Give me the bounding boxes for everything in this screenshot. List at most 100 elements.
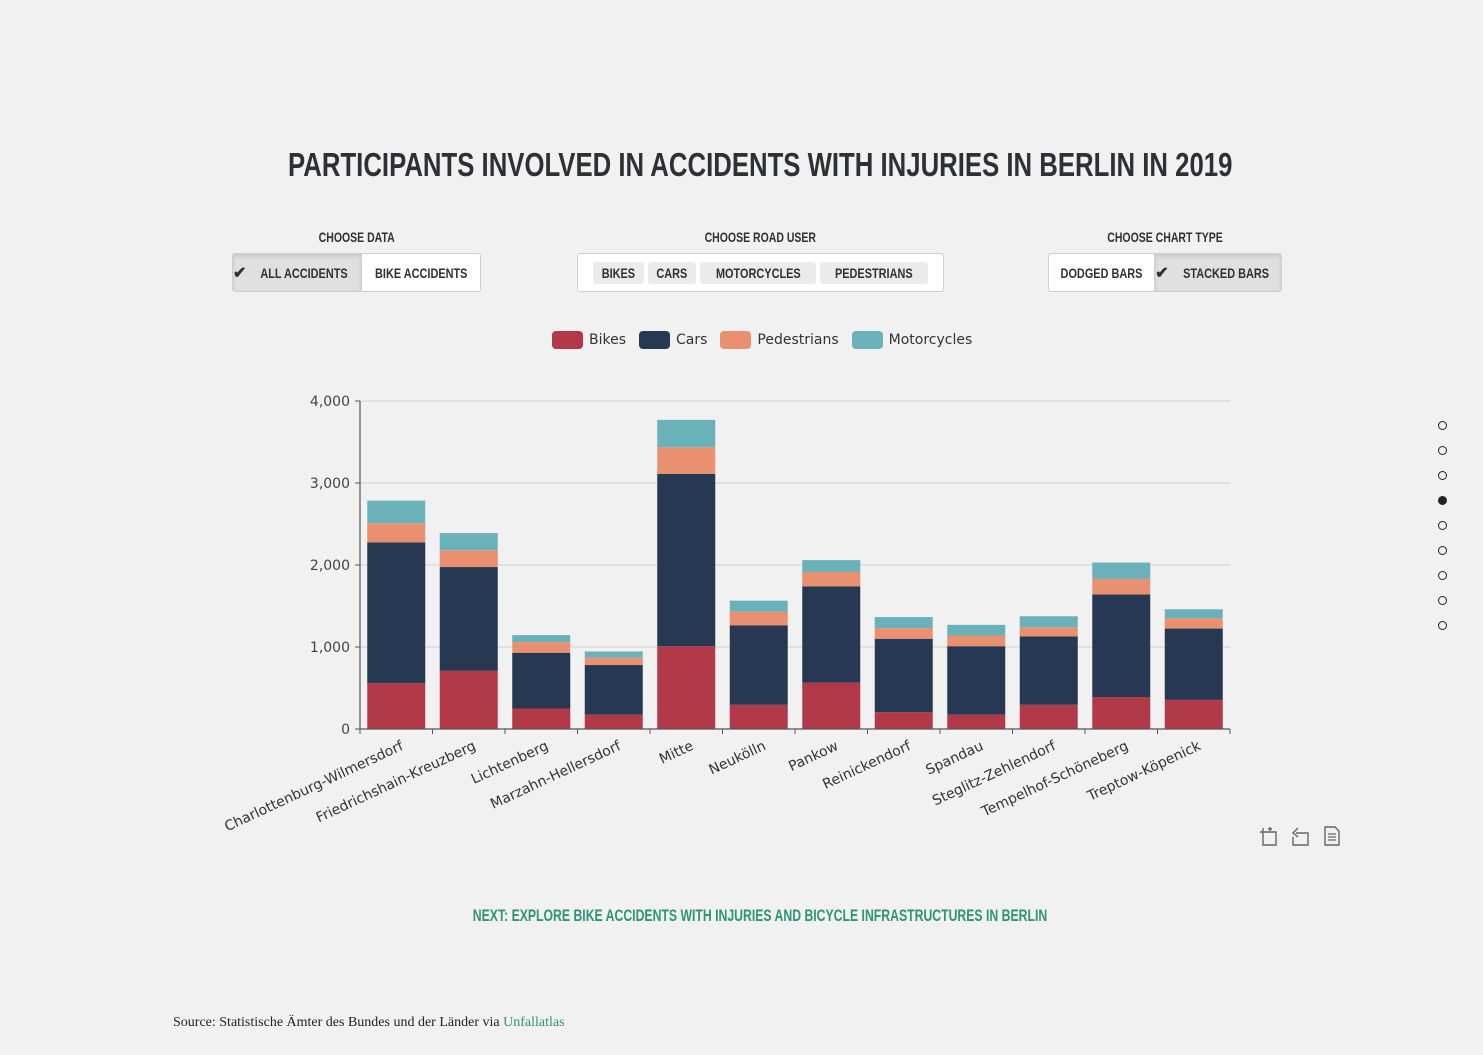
x-tick-label: Neukölln [707, 738, 769, 778]
y-tick-label: 4,000 [310, 394, 350, 410]
bar-cars [1164, 628, 1223, 700]
chart-legend: Bikes Cars Pedestrians Motorcycles [552, 331, 985, 349]
bar-pedestrians [802, 571, 861, 587]
x-tick-label: Mitte [657, 738, 696, 768]
bar-motorcycles [1092, 562, 1151, 579]
bar-motorcycles [512, 635, 571, 643]
restore-icon[interactable] [1290, 825, 1310, 847]
section-dot-3[interactable] [1438, 471, 1447, 480]
data-view-icon[interactable] [1322, 825, 1342, 847]
section-dot-2[interactable] [1438, 446, 1447, 455]
bar-cars [657, 473, 716, 647]
bar-cars [802, 586, 861, 683]
y-tick-label: 1,000 [310, 640, 350, 656]
section-navigation [1438, 421, 1447, 646]
bar-bikes [874, 712, 933, 729]
bar-motorcycles [439, 533, 498, 551]
bar-motorcycles [802, 560, 861, 572]
bar-cars [439, 567, 498, 671]
bar-cars [512, 652, 571, 709]
legend-item-bikes[interactable]: Bikes [552, 331, 626, 349]
choose-chart-type-label: Choose Chart Type [1107, 229, 1223, 245]
bar-bikes [1164, 699, 1223, 729]
bar-cars [367, 542, 426, 684]
bar-motorcycles [1019, 616, 1078, 628]
section-dot-9[interactable] [1438, 621, 1447, 630]
bar-pedestrians [1019, 627, 1078, 637]
bar-bikes [947, 714, 1006, 729]
checkmark-icon: ✔ [1155, 264, 1169, 282]
bar-cars [1092, 594, 1151, 698]
bar-cars [584, 665, 643, 715]
bike-accidents-button[interactable]: Bike Accidents [360, 254, 481, 291]
section-dot-1[interactable] [1438, 421, 1447, 430]
next-section-link[interactable]: Next: Explore bike accidents with injuri… [472, 906, 1048, 925]
bar-bikes [512, 708, 571, 729]
bar-pedestrians [729, 611, 788, 626]
bar-pedestrians [1092, 578, 1151, 595]
dodged-bars-button[interactable]: Dodged Bars [1060, 264, 1143, 281]
unfallatlas-link[interactable]: Unfallatlas [503, 1015, 565, 1030]
bar-pedestrians [512, 642, 571, 653]
choose-data-group: Choose Data ✔ All Accidents Bike Acciden… [232, 229, 481, 292]
legend-swatch-bikes [552, 331, 583, 349]
section-dot-8[interactable] [1438, 596, 1447, 605]
bar-pedestrians [1164, 618, 1223, 629]
bar-motorcycles [874, 617, 933, 629]
legend-item-pedestrians[interactable]: Pedestrians [720, 331, 839, 349]
y-tick-label: 3,000 [310, 476, 350, 492]
all-accidents-button[interactable]: ✔ All Accidents [233, 254, 361, 291]
page-title: Participants involved in accidents with … [288, 146, 1233, 183]
bar-bikes [439, 670, 498, 729]
bar-pedestrians [874, 628, 933, 639]
bar-bikes [367, 683, 426, 729]
bar-bikes [584, 714, 643, 729]
chip-bikes[interactable]: Bikes [593, 261, 644, 284]
bar-cars [729, 625, 788, 705]
chip-cars[interactable]: Cars [647, 261, 696, 284]
x-tick-label: Marzahn-Hellersdorf [488, 738, 624, 813]
x-tick-label: Pankow [786, 738, 841, 775]
bar-bikes [802, 682, 861, 729]
legend-item-cars[interactable]: Cars [639, 331, 707, 349]
legend-swatch-cars [639, 331, 671, 349]
road-user-select[interactable]: Bikes Cars Motorcycles Pedestrians [577, 253, 944, 292]
bar-motorcycles [1164, 609, 1223, 619]
bar-bikes [657, 646, 716, 729]
bar-motorcycles [947, 624, 1006, 636]
legend-swatch-pedestrians [720, 331, 752, 349]
bar-pedestrians [584, 657, 643, 666]
chip-pedestrians[interactable]: Pedestrians [820, 261, 928, 284]
bar-bikes [729, 704, 788, 729]
legend-item-motorcycles[interactable]: Motorcycles [851, 331, 972, 349]
bar-pedestrians [439, 550, 498, 568]
section-dot-6[interactable] [1438, 546, 1447, 555]
section-dot-4[interactable] [1438, 496, 1447, 505]
bar-pedestrians [947, 635, 1006, 647]
chip-motorcycles[interactable]: Motorcycles [699, 261, 817, 284]
choose-road-user-group: Choose Road User Bikes Cars Motorcycles … [577, 229, 944, 292]
choose-chart-type-group: Choose Chart Type Dodged Bars ✔ Stacked … [1048, 229, 1282, 292]
y-tick-label: 2,000 [310, 558, 350, 574]
y-tick-label: 0 [341, 722, 350, 738]
bar-bikes [1092, 697, 1151, 729]
chart-type-toggle: Dodged Bars ✔ Stacked Bars [1048, 253, 1282, 292]
bar-cars [874, 638, 933, 713]
zoom-icon[interactable] [1258, 825, 1278, 847]
section-dot-7[interactable] [1438, 571, 1447, 580]
section-dot-5[interactable] [1438, 521, 1447, 530]
bar-cars [1019, 636, 1078, 705]
bar-cars [947, 646, 1006, 715]
legend-swatch-motorcycles [851, 331, 883, 349]
bar-motorcycles [367, 500, 426, 524]
bar-pedestrians [657, 447, 716, 474]
bar-motorcycles [729, 600, 788, 612]
stacked-bars-button[interactable]: ✔ Stacked Bars [1154, 254, 1281, 291]
chart-toolbox [1258, 825, 1342, 847]
data-toggle: ✔ All Accidents Bike Accidents [232, 253, 481, 292]
choose-road-user-label: Choose Road User [704, 229, 817, 245]
source-note: Source: Statistische Ämter des Bundes un… [173, 1015, 565, 1030]
bar-motorcycles [657, 419, 716, 448]
